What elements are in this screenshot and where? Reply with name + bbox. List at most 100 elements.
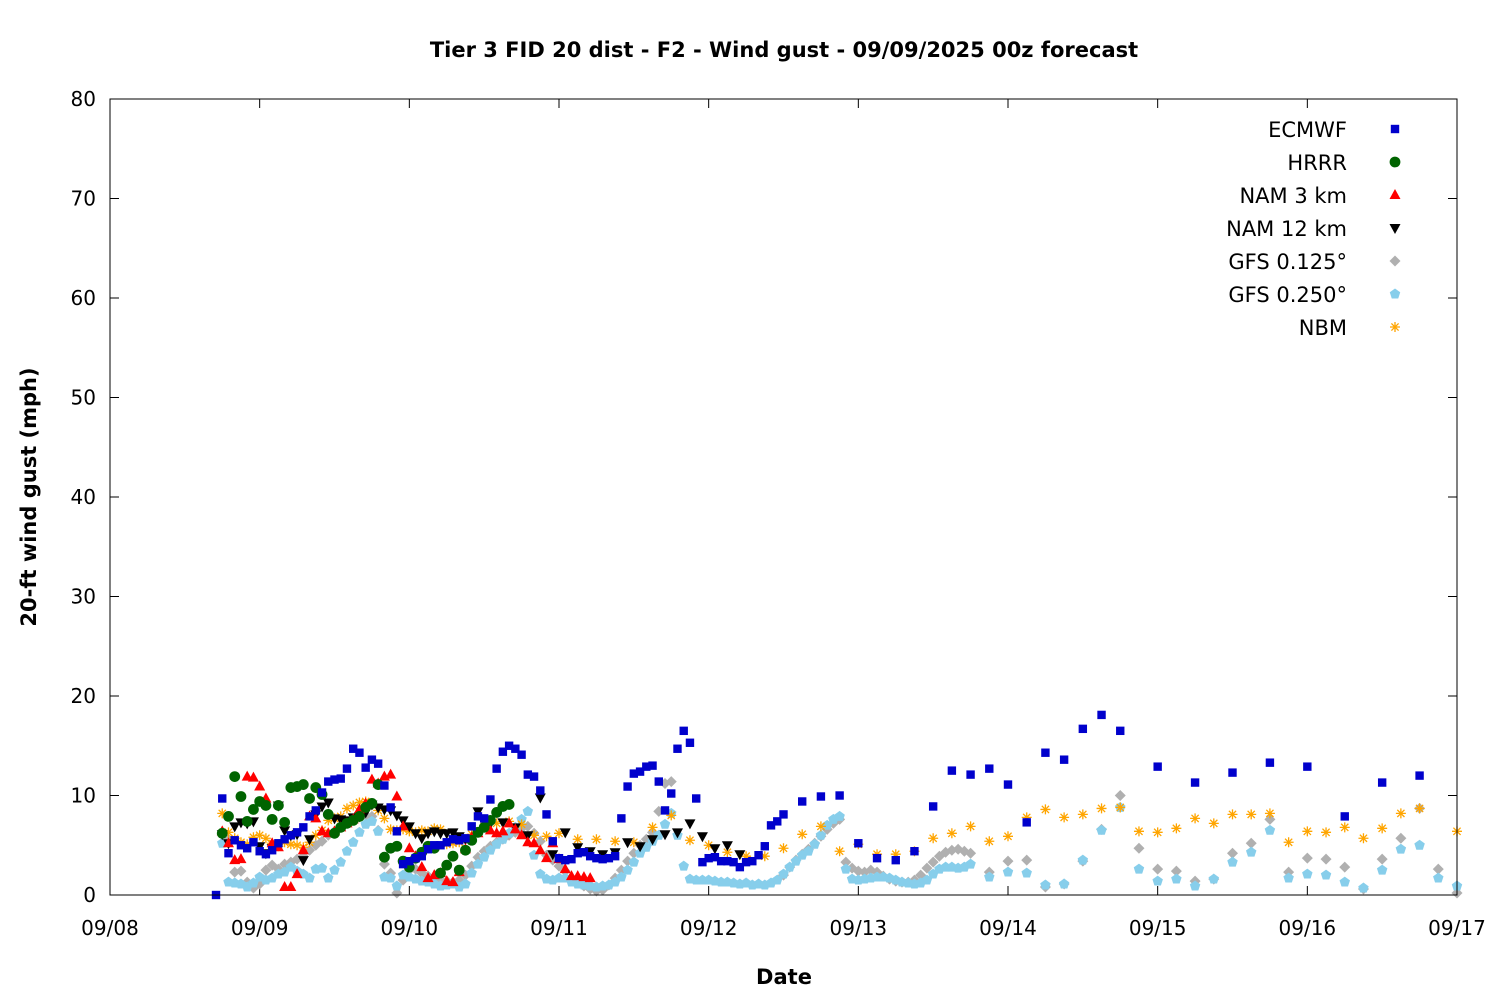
data-point [854,839,863,848]
data-point [1171,873,1182,884]
x-tick-label: 09/17 [1428,916,1486,940]
data-point [629,769,639,778]
data-point [985,764,994,773]
data-point [322,798,334,809]
legend-marker [1389,224,1401,234]
data-point [335,856,346,867]
data-point [478,851,490,862]
data-point [1153,762,1162,771]
data-point [354,810,365,822]
data-point [324,777,333,786]
data-point [1152,863,1164,875]
data-point [809,838,820,849]
data-point [497,818,509,829]
data-point [1432,863,1444,875]
data-point [1301,852,1313,864]
data-point [248,832,259,843]
data-point [965,858,976,869]
legend-marker [1389,189,1401,199]
legend-marker [1389,255,1401,267]
data-point [391,790,403,801]
data-point [241,815,253,827]
data-point [984,871,995,882]
data-point [1208,873,1220,884]
data-point [304,793,315,804]
data-point [503,817,515,828]
data-point [696,832,708,843]
data-point [311,806,320,815]
legend-marker [1390,322,1400,332]
data-point [1190,813,1201,824]
y-tick-label: 20 [71,684,96,708]
data-point [341,845,353,856]
data-point [1190,778,1200,787]
legend-label: NBM [1299,316,1347,340]
data-point [634,842,646,853]
series-ecmwf [211,710,1424,900]
data-point [529,830,540,841]
data-point [235,865,247,877]
data-point [254,780,266,791]
data-point [559,828,571,839]
data-point [516,829,528,840]
data-point [654,777,663,786]
data-point [272,800,284,811]
data-point [1003,780,1013,789]
data-point [1152,875,1163,886]
data-point [1320,869,1332,880]
y-tick-label: 30 [71,585,96,609]
data-point [635,767,645,776]
data-point [1133,863,1145,874]
data-point [671,828,683,839]
legend-label: NAM 3 km [1239,184,1347,208]
data-point [472,858,484,869]
data-point [647,835,659,846]
data-point [1208,818,1219,829]
data-point [910,847,919,856]
data-point [285,839,296,850]
data-point [274,839,283,848]
data-point [721,841,733,852]
data-point [361,763,370,772]
data-point [323,815,334,826]
data-point [379,813,390,824]
data-point [484,824,496,835]
data-point [297,856,309,867]
data-point [316,862,328,873]
data-point [1096,824,1107,835]
data-point [1376,864,1388,875]
data-point [890,849,901,860]
data-point [1021,812,1032,823]
data-point [534,793,546,804]
data-point [1096,803,1107,814]
data-point [522,820,534,832]
data-point [391,840,403,852]
data-point [1002,855,1014,867]
data-point [260,833,271,844]
data-point [684,819,696,830]
data-point [460,878,471,889]
data-point [1171,823,1182,834]
data-point [461,834,470,843]
data-point [704,853,713,863]
data-point [1395,832,1407,844]
data-point [760,842,769,851]
data-point [710,852,720,862]
plot-frame [109,98,1458,896]
data-point [292,840,303,851]
data-point [1021,854,1033,866]
data-point [741,851,752,862]
data-point [491,818,502,829]
data-point [610,851,620,861]
data-point [803,845,814,856]
data-point [430,841,439,850]
x-tick-label: 09/10 [381,916,439,940]
data-point [348,800,359,811]
data-point [622,838,634,849]
data-point [748,856,757,866]
data-point [229,771,241,782]
data-point [685,738,695,747]
legend-label: ECMWF [1268,118,1347,142]
data-point [1395,808,1406,819]
